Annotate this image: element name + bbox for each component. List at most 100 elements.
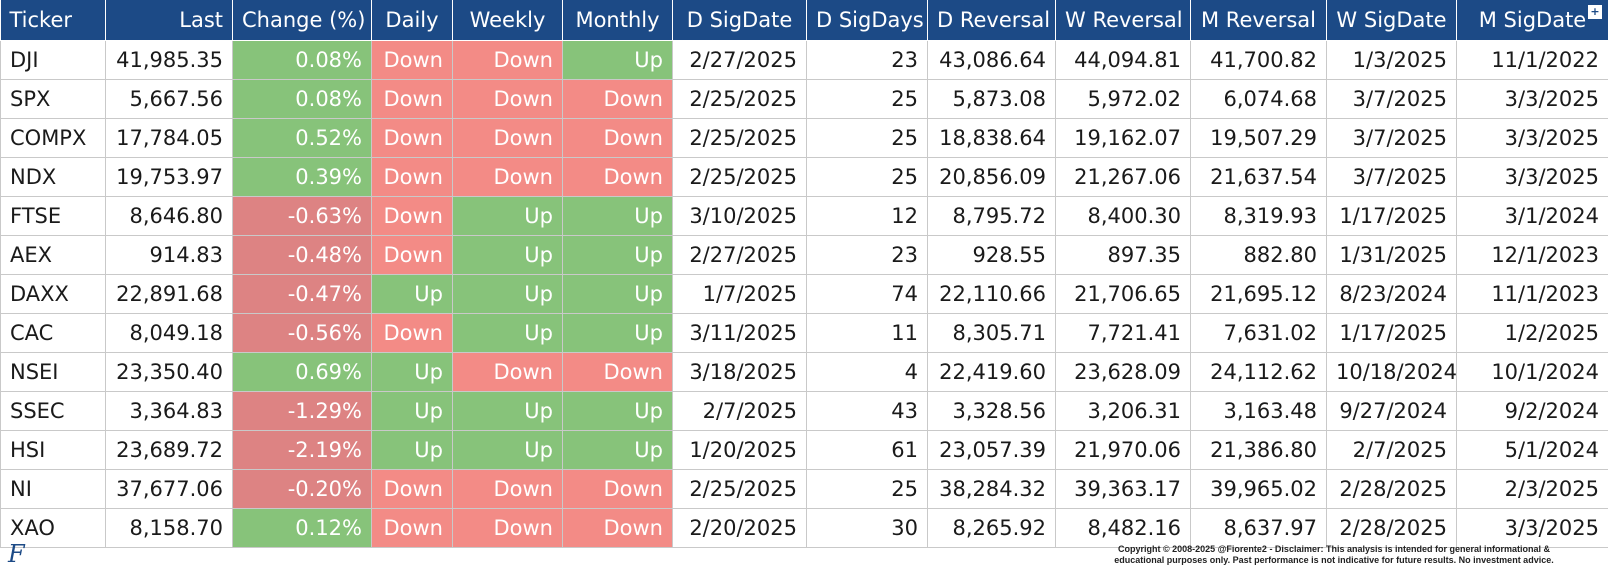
table-row[interactable]: SSEC 3,364.83 -1.29% Up Up Up 2/7/2025 43 3,328.…: [0, 391, 1608, 431]
weekly-cell: Up: [452, 235, 563, 275]
weekly-cell: Down: [452, 508, 563, 548]
signals-table: Ticker Last Change (%) Daily Weekly Mont…: [0, 0, 1608, 548]
table-row[interactable]: DJI 41,985.35 0.08% Down Down Up 2/27/2025 23 43…: [0, 40, 1608, 80]
table-row[interactable]: CAC 8,049.18 -0.56% Down Up Up 3/11/2025 11 8,30…: [0, 313, 1608, 353]
w-sigdate-cell: 1/3/2025: [1326, 40, 1457, 80]
m-sigdate-cell: 3/3/2025: [1456, 79, 1608, 119]
table-row[interactable]: NDX 19,753.97 0.39% Down Down Down 2/25/2025 25…: [0, 157, 1608, 197]
d-sigdate-cell: 2/27/2025: [672, 235, 807, 275]
w-reversal-cell: 897.35: [1055, 235, 1191, 275]
daily-cell: Down: [371, 235, 453, 275]
d-sigdate-cell: 3/18/2025: [672, 352, 807, 392]
col-d-sigdays[interactable]: D SigDays: [806, 0, 928, 41]
table-row[interactable]: XAO 8,158.70 0.12% Down Down Down 2/20/2025 30 8…: [0, 508, 1608, 548]
w-reversal-cell: 19,162.07: [1055, 118, 1191, 158]
d-sigdays-cell: 12: [806, 196, 928, 236]
d-sigdays-cell: 23: [806, 40, 928, 80]
weekly-cell: Down: [452, 157, 563, 197]
col-w-sigdate[interactable]: W SigDate: [1326, 0, 1457, 41]
table-row[interactable]: NI 37,677.06 -0.20% Down Down Down 2/25/2025 25…: [0, 469, 1608, 509]
table-row[interactable]: FTSE 8,646.80 -0.63% Down Up Up 3/10/2025 12 8,7…: [0, 196, 1608, 236]
col-m-reversal[interactable]: M Reversal: [1190, 0, 1327, 41]
m-sigdate-cell: 3/3/2025: [1456, 157, 1608, 197]
d-reversal-cell: 23,057.39: [927, 430, 1056, 470]
d-reversal-cell: 20,856.09: [927, 157, 1056, 197]
col-last[interactable]: Last: [105, 0, 233, 41]
d-sigdate-cell: 2/27/2025: [672, 40, 807, 80]
m-sigdate-cell: 3/3/2025: [1456, 508, 1608, 548]
col-w-reversal[interactable]: W Reversal: [1055, 0, 1191, 41]
d-reversal-cell: 5,873.08: [927, 79, 1056, 119]
table-row[interactable]: HSI 23,689.72 -2.19% Up Up Up 1/20/2025 61 23,05…: [0, 430, 1608, 470]
col-m-sigdate[interactable]: M SigDate +: [1456, 0, 1608, 41]
header-row: Ticker Last Change (%) Daily Weekly Mont…: [0, 0, 1608, 41]
weekly-cell: Down: [452, 79, 563, 119]
monthly-cell: Up: [562, 391, 673, 431]
disclaimer-line: Copyright © 2008-2025 @Fiorente2 - Discl…: [1117, 544, 1551, 554]
ticker-cell: DJI: [0, 40, 106, 80]
change-cell: -0.63%: [232, 196, 372, 236]
d-reversal-cell: 22,419.60: [927, 352, 1056, 392]
daily-cell: Down: [371, 469, 453, 509]
d-sigdays-cell: 25: [806, 157, 928, 197]
daily-cell: Down: [371, 508, 453, 548]
monthly-cell: Down: [562, 157, 673, 197]
change-cell: 0.08%: [232, 79, 372, 119]
last-cell: 5,667.56: [105, 79, 233, 119]
last-cell: 3,364.83: [105, 391, 233, 431]
last-cell: 23,689.72: [105, 430, 233, 470]
expand-icon[interactable]: +: [1588, 5, 1602, 19]
w-sigdate-cell: 2/7/2025: [1326, 430, 1457, 470]
table-row[interactable]: SPX 5,667.56 0.08% Down Down Down 2/25/2025 25 5…: [0, 79, 1608, 119]
ticker-cell: FTSE: [0, 196, 106, 236]
d-sigdate-cell: 2/7/2025: [672, 391, 807, 431]
table-row[interactable]: AEX 914.83 -0.48% Down Up Up 2/27/2025 23 928.55…: [0, 235, 1608, 275]
last-cell: 37,677.06: [105, 469, 233, 509]
last-cell: 8,158.70: [105, 508, 233, 548]
w-sigdate-cell: 9/27/2024: [1326, 391, 1457, 431]
ticker-cell: DAXX: [0, 274, 106, 314]
w-reversal-cell: 21,706.65: [1055, 274, 1191, 314]
w-sigdate-cell: 10/18/2024: [1326, 352, 1457, 392]
table-row[interactable]: DAXX 22,891.68 -0.47% Up Up Up 1/7/2025 74 22,11…: [0, 274, 1608, 314]
col-weekly[interactable]: Weekly: [452, 0, 563, 41]
d-sigdate-cell: 1/7/2025: [672, 274, 807, 314]
m-sigdate-cell: 5/1/2024: [1456, 430, 1608, 470]
col-ticker[interactable]: Ticker: [0, 0, 106, 41]
daily-cell: Down: [371, 118, 453, 158]
col-daily[interactable]: Daily: [371, 0, 453, 41]
col-monthly[interactable]: Monthly: [562, 0, 673, 41]
weekly-cell: Down: [452, 40, 563, 80]
w-sigdate-cell: 2/28/2025: [1326, 469, 1457, 509]
col-change[interactable]: Change (%): [232, 0, 372, 41]
monthly-cell: Down: [562, 118, 673, 158]
weekly-cell: Up: [452, 430, 563, 470]
last-cell: 17,784.05: [105, 118, 233, 158]
d-sigdays-cell: 43: [806, 391, 928, 431]
last-cell: 8,646.80: [105, 196, 233, 236]
w-sigdate-cell: 1/17/2025: [1326, 196, 1457, 236]
ticker-cell: NDX: [0, 157, 106, 197]
d-reversal-cell: 43,086.64: [927, 40, 1056, 80]
w-reversal-cell: 8,482.16: [1055, 508, 1191, 548]
change-cell: -0.56%: [232, 313, 372, 353]
d-sigdate-cell: 3/10/2025: [672, 196, 807, 236]
weekly-cell: Up: [452, 391, 563, 431]
w-reversal-cell: 5,972.02: [1055, 79, 1191, 119]
w-sigdate-cell: 2/28/2025: [1326, 508, 1457, 548]
d-sigdate-cell: 3/11/2025: [672, 313, 807, 353]
d-sigdate-cell: 2/25/2025: [672, 118, 807, 158]
m-reversal-cell: 21,695.12: [1190, 274, 1327, 314]
monthly-cell: Up: [562, 313, 673, 353]
d-reversal-cell: 8,795.72: [927, 196, 1056, 236]
ticker-cell: XAO: [0, 508, 106, 548]
d-sigdays-cell: 25: [806, 79, 928, 119]
col-d-sigdate[interactable]: D SigDate: [672, 0, 807, 41]
m-reversal-cell: 24,112.62: [1190, 352, 1327, 392]
ticker-cell: COMPX: [0, 118, 106, 158]
w-sigdate-cell: 8/23/2024: [1326, 274, 1457, 314]
table-row[interactable]: COMPX 17,784.05 0.52% Down Down Down 2/25/2025…: [0, 118, 1608, 158]
m-reversal-cell: 8,319.93: [1190, 196, 1327, 236]
table-row[interactable]: NSEI 23,350.40 0.69% Up Down Down 3/18/2025 4 22…: [0, 352, 1608, 392]
col-d-reversal[interactable]: D Reversal: [927, 0, 1056, 41]
